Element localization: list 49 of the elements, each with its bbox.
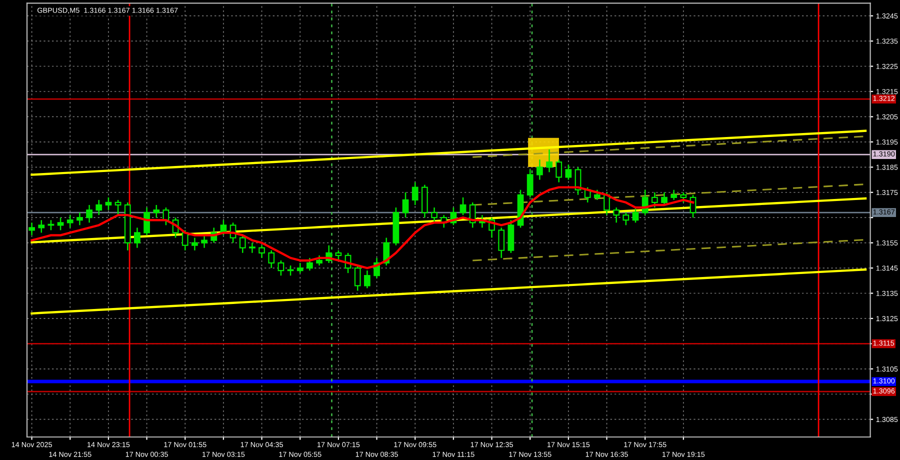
- candlestick: [278, 260, 284, 276]
- candlestick: [460, 196, 466, 216]
- candlestick: [661, 192, 668, 206]
- line-series: [30, 268, 867, 315]
- candlestick: [402, 192, 409, 218]
- candlestick: [412, 182, 418, 206]
- candlestick: [632, 206, 639, 224]
- candlestick: [354, 264, 361, 292]
- candlestick: [604, 192, 610, 216]
- candlestick: [153, 204, 160, 218]
- candlestick: [316, 254, 322, 266]
- candlestick: [622, 212, 630, 226]
- candlestick: [192, 237, 198, 251]
- candlestick: [268, 250, 275, 269]
- candlestick: [306, 257, 313, 272]
- candlestick: [105, 196, 112, 211]
- candlestick: [296, 262, 304, 274]
- candlestick: [431, 206, 438, 224]
- candlestick: [680, 192, 687, 204]
- candlestick: [565, 164, 572, 180]
- candlestick: [66, 214, 74, 228]
- candlestick: [239, 234, 246, 254]
- candlestick: [651, 192, 658, 208]
- candlestick: [546, 148, 552, 173]
- candlestick: [86, 204, 92, 224]
- candlestick: [536, 158, 543, 180]
- candlestick: [287, 264, 294, 276]
- candlestick: [469, 202, 476, 228]
- candlestick: [613, 206, 620, 224]
- candlestick: [201, 234, 208, 248]
- candlestick: [182, 230, 188, 251]
- candlestick: [526, 169, 534, 198]
- candlestick: [76, 212, 83, 226]
- line-series: [30, 130, 867, 176]
- candlestick: [594, 189, 600, 201]
- candlestick: [96, 199, 102, 216]
- candlestick: [38, 219, 45, 234]
- candlestick: [249, 242, 256, 254]
- candlestick: [258, 244, 265, 259]
- candlestick: [114, 199, 122, 216]
- candlestick: [670, 189, 678, 201]
- candlestick: [28, 222, 35, 236]
- candlestick: [144, 206, 150, 236]
- candlestick: [134, 227, 140, 248]
- candlestick: [556, 158, 562, 183]
- candlestick: [364, 270, 370, 289]
- candlestick: [498, 227, 505, 259]
- candlestick: [57, 216, 64, 231]
- candlestick: [335, 250, 342, 262]
